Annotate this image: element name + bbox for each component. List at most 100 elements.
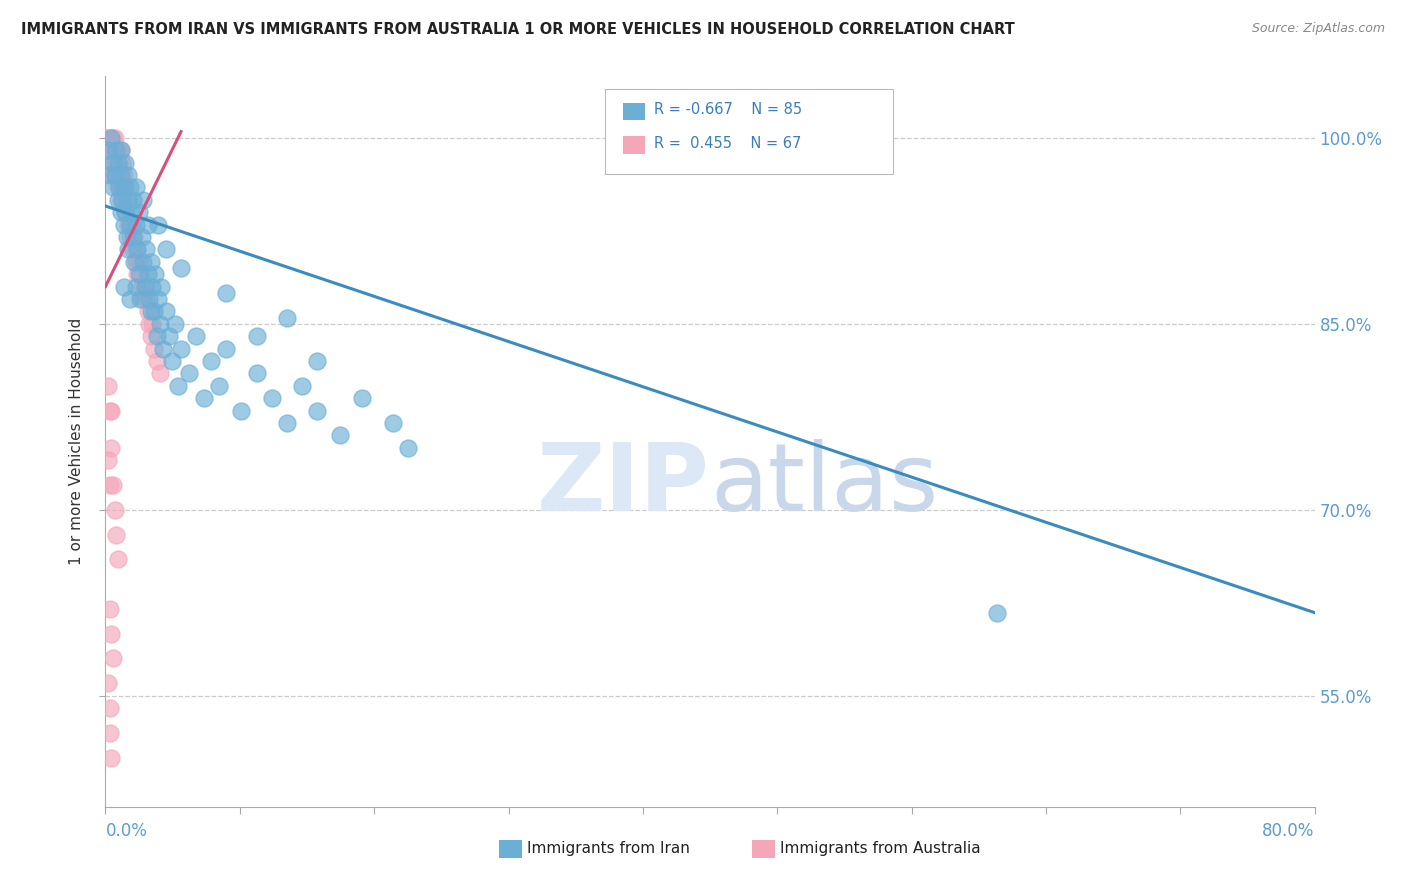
Point — [134, 279, 156, 293]
Point — [98, 168, 121, 182]
Point — [103, 130, 125, 145]
Point — [142, 342, 165, 356]
Point — [117, 168, 139, 182]
Point — [124, 180, 148, 194]
Point — [97, 453, 120, 467]
Point — [260, 391, 283, 405]
Point — [167, 378, 190, 392]
Text: Source: ZipAtlas.com: Source: ZipAtlas.com — [1251, 22, 1385, 36]
Point — [138, 317, 160, 331]
Point — [139, 329, 162, 343]
Point — [129, 267, 152, 281]
Y-axis label: 1 or more Vehicles in Household: 1 or more Vehicles in Household — [69, 318, 84, 566]
Text: R = -0.667    N = 85: R = -0.667 N = 85 — [654, 103, 801, 117]
Point — [117, 243, 139, 257]
Point — [208, 378, 231, 392]
Point — [100, 750, 122, 764]
Point — [100, 130, 122, 145]
Point — [141, 317, 163, 331]
Point — [246, 329, 269, 343]
Point — [112, 193, 135, 207]
Point — [103, 155, 125, 169]
Point — [101, 130, 124, 145]
Point — [105, 143, 128, 157]
Point — [150, 279, 173, 293]
Point — [177, 367, 200, 381]
Text: IMMIGRANTS FROM IRAN VS IMMIGRANTS FROM AUSTRALIA 1 OR MORE VEHICLES IN HOUSEHOL: IMMIGRANTS FROM IRAN VS IMMIGRANTS FROM … — [21, 22, 1015, 37]
Point — [146, 329, 169, 343]
Point — [97, 676, 120, 690]
Point — [115, 193, 138, 207]
Point — [157, 329, 180, 343]
Point — [121, 193, 143, 207]
Point — [307, 403, 329, 417]
Point — [111, 180, 134, 194]
Point — [111, 193, 134, 207]
Point — [163, 317, 186, 331]
Point — [132, 254, 155, 268]
Point — [98, 130, 121, 145]
Point — [115, 230, 138, 244]
Point — [215, 342, 238, 356]
Point — [105, 168, 128, 182]
Point — [128, 254, 150, 268]
Point — [108, 180, 131, 194]
Point — [129, 292, 152, 306]
Point — [112, 168, 135, 182]
Point — [193, 391, 215, 405]
Point — [121, 230, 143, 244]
Point — [108, 143, 131, 157]
Point — [186, 329, 208, 343]
Point — [111, 155, 134, 169]
Point — [98, 701, 121, 715]
Point — [117, 193, 139, 207]
Text: Immigrants from Australia: Immigrants from Australia — [780, 841, 981, 855]
Point — [101, 478, 124, 492]
Point — [170, 342, 193, 356]
Point — [108, 168, 131, 182]
Point — [149, 317, 172, 331]
Point — [98, 602, 121, 616]
Point — [124, 218, 148, 232]
Point — [112, 218, 135, 232]
Point — [120, 205, 142, 219]
Point — [146, 354, 169, 368]
Point — [112, 279, 135, 293]
Point — [396, 441, 419, 455]
Point — [246, 367, 269, 381]
Point — [128, 267, 150, 281]
Point — [124, 243, 148, 257]
Point — [100, 626, 122, 640]
Point — [276, 416, 298, 430]
Point — [131, 279, 153, 293]
Point — [110, 168, 132, 182]
Point — [110, 168, 132, 182]
Point — [118, 230, 141, 244]
Point — [105, 143, 128, 157]
Point — [103, 168, 125, 182]
Point — [98, 726, 121, 740]
Point — [352, 391, 374, 405]
Point — [135, 243, 157, 257]
Text: ZIP: ZIP — [537, 440, 710, 532]
Point — [139, 304, 162, 318]
Text: atlas: atlas — [710, 440, 938, 532]
Point — [103, 502, 125, 516]
Point — [114, 155, 136, 169]
Point — [132, 193, 155, 207]
Point — [118, 218, 141, 232]
Point — [114, 205, 136, 219]
Point — [128, 205, 150, 219]
Point — [170, 260, 193, 275]
Point — [122, 230, 145, 244]
Point — [101, 143, 124, 157]
Point — [149, 367, 172, 381]
Point — [291, 378, 314, 392]
Point — [101, 180, 124, 194]
Point — [97, 143, 120, 157]
Point — [98, 478, 121, 492]
Point — [110, 143, 132, 157]
Point — [101, 155, 124, 169]
Point — [121, 243, 143, 257]
Point — [107, 193, 129, 207]
